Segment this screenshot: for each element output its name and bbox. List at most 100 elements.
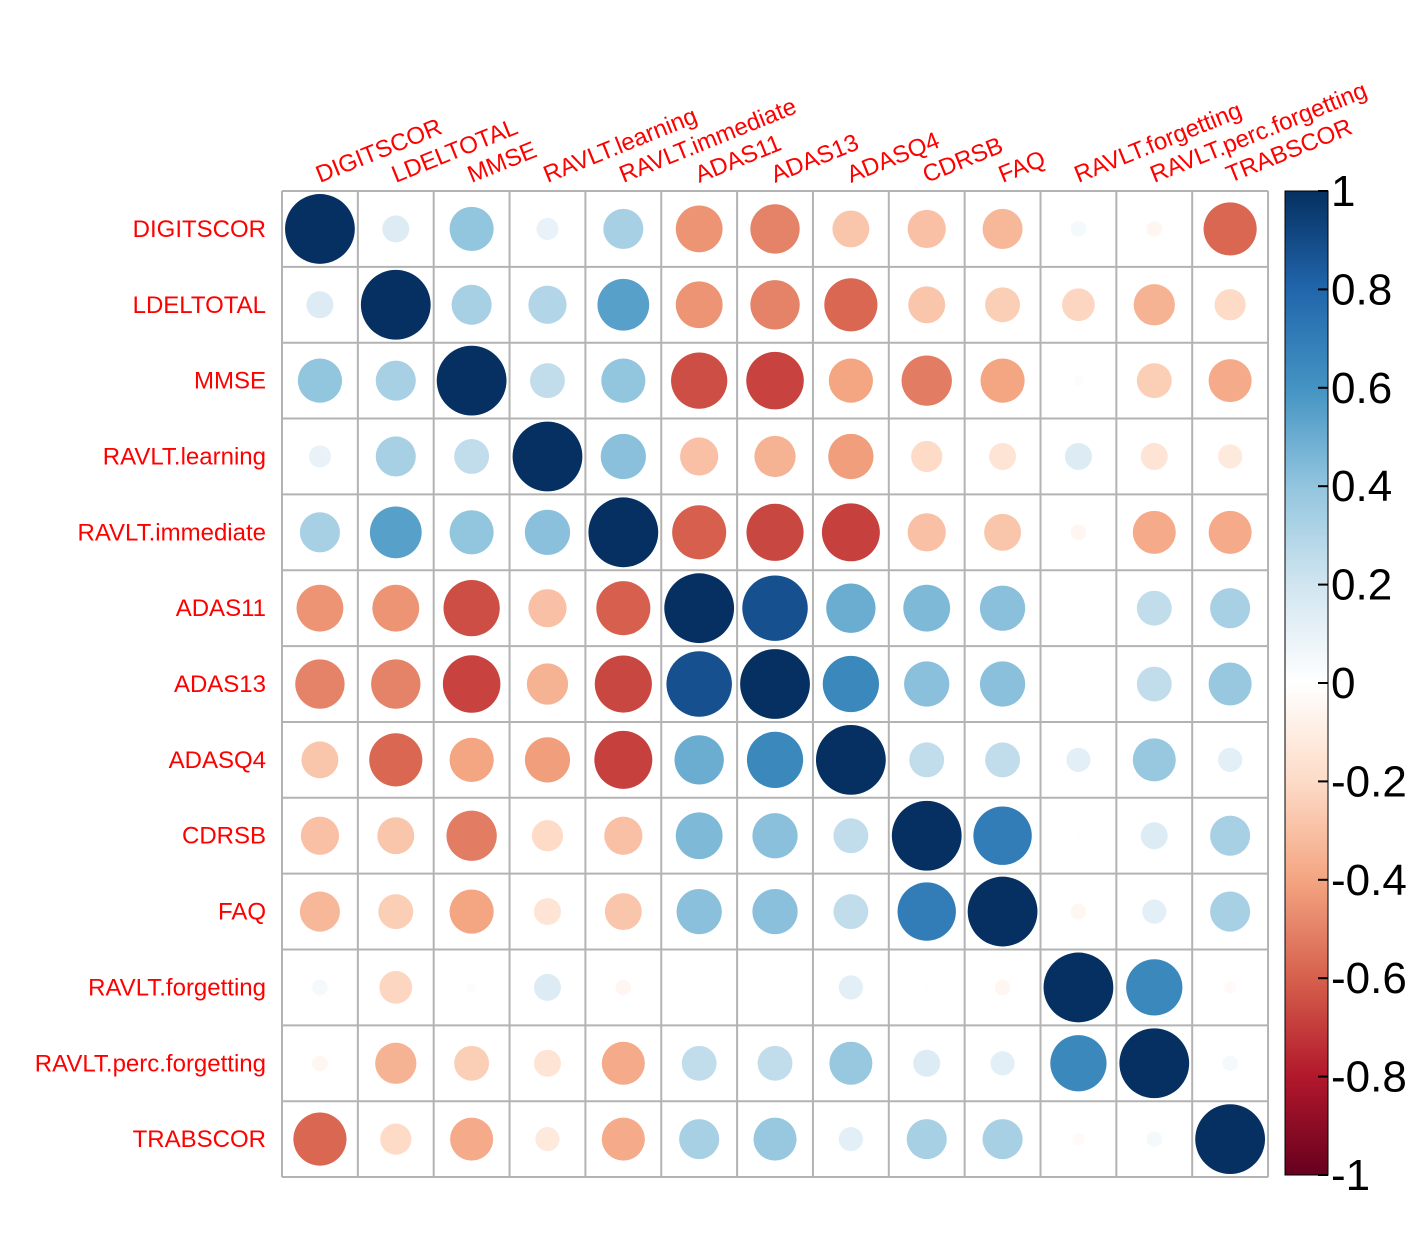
corr-circle-mmse-ravlt-learning — [530, 363, 565, 399]
corr-circle-adasq4-adas13 — [746, 731, 804, 789]
corr-circle-ravlt-forgetting-cdrsb — [923, 983, 931, 991]
corr-circle-ldeltotal-ldeltotal — [360, 269, 431, 340]
corr-circle-digitscor-ravlt-immediate — [603, 208, 644, 249]
corr-circle-adasq4-ravlt-forgetting — [1066, 747, 1091, 772]
corr-circle-faq-adasq4 — [833, 894, 869, 930]
corr-circle-ravlt-immediate-adasq4 — [821, 503, 880, 562]
corr-circle-ravlt-immediate-ravlt-learning — [524, 509, 571, 555]
corr-circle-faq-trabscor — [1210, 891, 1251, 932]
corr-circle-adas11-adas11 — [664, 573, 735, 644]
corr-circle-trabscor-ravlt-learning — [535, 1127, 560, 1152]
corr-circle-cdrsb-adas11 — [675, 812, 723, 860]
col-label-adas13: ADAS13 — [767, 129, 862, 189]
colorbar-tick-label: -0.8 — [1331, 1053, 1407, 1102]
corr-circle-faq-cdrsb — [897, 882, 956, 941]
corr-circle-trabscor-adas11 — [679, 1119, 720, 1160]
corr-circle-trabscor-ravlt-perc-forgetting — [1146, 1131, 1163, 1147]
corr-circle-adas13-ravlt-perc-forgetting — [1136, 666, 1172, 702]
corr-circle-ldeltotal-digitscor — [306, 291, 334, 319]
corr-circle-ravlt-learning-cdrsb — [911, 440, 943, 473]
corr-circle-mmse-mmse — [436, 345, 507, 416]
corr-circle-cdrsb-ldeltotal — [377, 817, 415, 855]
corr-circle-adas11-digitscor — [296, 584, 344, 632]
corr-circle-mmse-cdrsb — [901, 355, 952, 406]
corr-circle-ravlt-forgetting-mmse — [466, 982, 477, 993]
corr-circle-cdrsb-ravlt-learning — [531, 820, 564, 852]
row-label-mmse: MMSE — [194, 368, 266, 395]
corr-circle-digitscor-trabscor — [1203, 202, 1257, 256]
corr-circle-digitscor-ravlt-forgetting — [1070, 221, 1087, 237]
corr-circle-ravlt-forgetting-ravlt-forgetting — [1043, 952, 1114, 1023]
colorbar-tick-label: 0.2 — [1331, 561, 1392, 610]
corr-circle-ravlt-perc-forgetting-ravlt-immediate — [601, 1041, 645, 1085]
corr-circle-mmse-faq — [980, 358, 1025, 403]
grid — [281, 190, 1270, 1179]
corr-circle-faq-adas11 — [676, 888, 722, 935]
corr-circle-ldeltotal-adas13 — [750, 280, 800, 330]
corr-circle-faq-digitscor — [299, 891, 340, 932]
corr-circle-ravlt-perc-forgetting-ravlt-perc-forgetting — [1119, 1028, 1190, 1099]
corr-circle-ravlt-learning-faq — [989, 442, 1017, 470]
corr-circle-cdrsb-faq — [973, 806, 1032, 865]
corr-circle-ldeltotal-trabscor — [1214, 289, 1246, 321]
corr-circle-adas13-faq — [979, 661, 1026, 707]
corr-circle-cdrsb-adas13 — [752, 813, 798, 859]
corr-circle-ldeltotal-mmse — [451, 284, 492, 325]
corr-circle-ldeltotal-faq — [985, 287, 1021, 323]
corr-circle-ravlt-immediate-cdrsb — [907, 513, 946, 552]
corr-circle-ravlt-forgetting-ravlt-immediate — [615, 979, 632, 996]
corr-circle-adas13-mmse — [442, 655, 501, 713]
corr-circle-ravlt-learning-trabscor — [1218, 444, 1243, 469]
corr-circle-faq-faq — [967, 876, 1038, 947]
corr-circle-ravlt-learning-adasq4 — [828, 433, 874, 480]
colorbar-tick-label: -0.2 — [1331, 757, 1407, 806]
colorbar-tick-label: -0.4 — [1331, 856, 1407, 905]
corr-circle-ravlt-immediate-mmse — [449, 510, 494, 555]
corr-circle-ravlt-immediate-adas13 — [746, 503, 804, 561]
corr-circle-cdrsb-digitscor — [300, 816, 340, 855]
corr-circle-adasq4-ravlt-perc-forgetting — [1132, 738, 1176, 782]
corr-circle-digitscor-adasq4 — [832, 210, 870, 248]
corr-circle-cdrsb-ravlt-immediate — [604, 816, 643, 855]
corr-circle-adas13-digitscor — [295, 659, 345, 709]
corr-circle-ravlt-forgetting-trabscor — [1224, 981, 1237, 994]
color-legend: 1 0.8 0.6 0.4 0.2 0 -0.2 -0.4 -0.6 -0.8 -1 — [1284, 167, 1407, 1200]
corr-circle-digitscor-cdrsb — [907, 209, 946, 249]
corr-circle-digitscor-adas11 — [675, 205, 723, 253]
corr-circle-adasq4-adas11 — [674, 735, 724, 785]
corr-circle-ravlt-learning-ravlt-perc-forgetting — [1140, 442, 1168, 470]
row-label-cdrsb: CDRSB — [182, 823, 266, 850]
corr-circle-adasq4-mmse — [449, 737, 494, 782]
corr-circle-adas13-adas11 — [666, 651, 732, 717]
corr-circle-trabscor-trabscor — [1195, 1104, 1266, 1175]
corr-circle-ravlt-learning-adas13 — [754, 435, 796, 478]
corr-circle-adasq4-faq — [985, 742, 1021, 778]
corr-circle-ravlt-forgetting-ldeltotal — [379, 971, 413, 1004]
corr-circle-ravlt-perc-forgetting-adasq4 — [829, 1041, 873, 1085]
corr-circle-mmse-ravlt-perc-forgetting — [1136, 363, 1172, 399]
corr-circle-ravlt-perc-forgetting-cdrsb — [913, 1049, 941, 1077]
corr-circle-trabscor-digitscor — [293, 1112, 347, 1166]
corr-circle-ravlt-perc-forgetting-ldeltotal — [375, 1042, 417, 1084]
corr-circle-adas11-ravlt-immediate — [596, 581, 651, 636]
corr-circle-digitscor-digitscor — [285, 194, 355, 264]
corr-circle-ravlt-forgetting-adasq4 — [838, 975, 863, 1000]
corr-circle-ldeltotal-ravlt-immediate — [597, 278, 650, 331]
corr-circle-ravlt-perc-forgetting-adas13 — [757, 1045, 793, 1081]
corr-circle-cdrsb-mmse — [446, 810, 497, 861]
corr-circle-ravlt-perc-forgetting-ravlt-learning — [533, 1049, 561, 1077]
corr-circle-ravlt-learning-mmse — [454, 439, 490, 474]
corr-circle-trabscor-ravlt-forgetting — [1072, 1133, 1085, 1146]
row-labels: DIGITSCOR LDELTOTAL MMSE RAVLT.learning RAVL… — [35, 216, 266, 1153]
row-label-digitscor: DIGITSCOR — [133, 216, 266, 243]
corr-circle-adas11-adas13 — [742, 575, 808, 641]
corr-circle-adas11-ldeltotal — [372, 584, 420, 632]
corr-circle-cdrsb-cdrsb — [891, 800, 962, 871]
corr-circle-ravlt-learning-digitscor — [308, 445, 331, 468]
corr-circle-digitscor-ravlt-perc-forgetting — [1146, 221, 1163, 237]
corr-circle-adas11-ravlt-learning — [528, 589, 567, 628]
corr-circle-ravlt-immediate-ravlt-forgetting — [1070, 524, 1087, 541]
corr-circle-faq-ravlt-learning — [533, 898, 561, 926]
corr-circle-adas13-adasq4 — [822, 655, 880, 713]
